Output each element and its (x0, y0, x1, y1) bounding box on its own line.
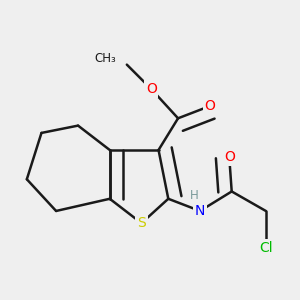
Text: O: O (224, 150, 235, 164)
Text: O: O (204, 99, 215, 113)
Text: N: N (195, 204, 205, 218)
Text: CH₃: CH₃ (94, 52, 116, 65)
Text: H: H (190, 189, 198, 202)
Text: Cl: Cl (259, 241, 273, 255)
Text: O: O (146, 82, 157, 96)
Text: S: S (137, 216, 146, 230)
